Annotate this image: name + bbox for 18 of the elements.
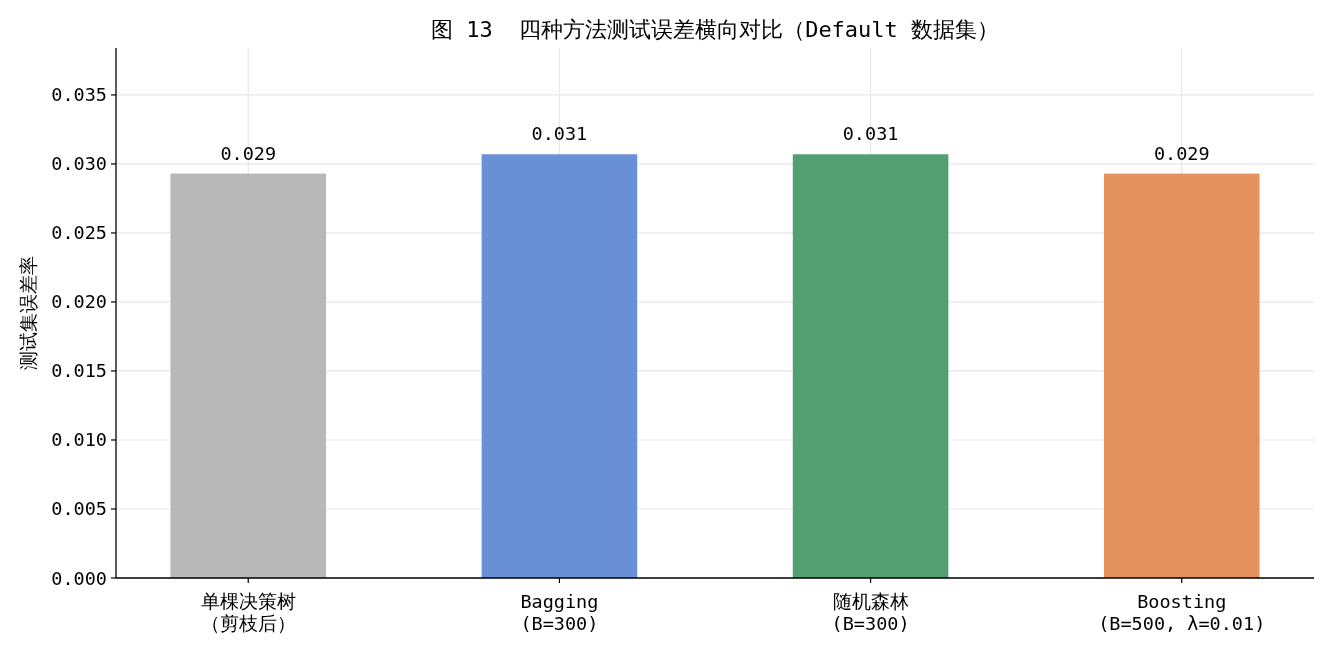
x-tick-label: 随机森林 (B=300) [831,591,910,634]
x-tick-label: Bagging (B=300) [520,591,599,634]
data-label: 0.031 [531,123,588,145]
chart-title: 图 13 四种方法测试误差横向对比（Default 数据集） [430,17,1000,42]
y-tick-label: 0.010 [51,429,107,451]
y-tick-label: 0.000 [51,567,107,589]
y-tick-label: 0.030 [51,153,107,175]
data-label: 0.031 [842,123,899,145]
x-tick-label: Boosting (B=500, λ=0.01) [1098,591,1266,634]
y-tick-label: 0.020 [51,291,107,313]
y-axis-title: 测试集误差率 [17,256,39,370]
y-tick-label: 0.025 [51,222,107,244]
x-tick-label: 单棵决策树（剪枝后） [200,591,296,634]
data-label: 0.029 [220,142,277,164]
y-tick-label: 0.035 [51,84,107,106]
y-tick-label: 0.015 [51,360,107,382]
data-label: 0.029 [1153,142,1210,164]
y-tick-label: 0.005 [51,498,107,520]
